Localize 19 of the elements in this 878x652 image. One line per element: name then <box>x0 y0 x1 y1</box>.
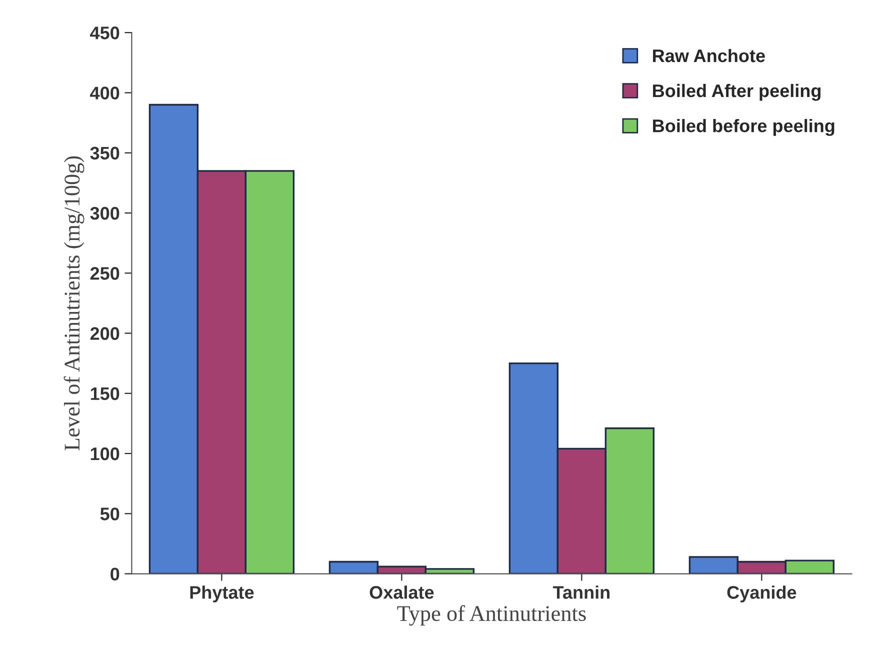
legend-label: Boiled After peeling <box>653 84 820 101</box>
y-tick-label: 450 <box>90 26 120 40</box>
y-tick-label: 50 <box>100 508 120 520</box>
y-tick-label: 250 <box>90 267 120 280</box>
y-tick-label: 150 <box>90 387 120 400</box>
x-tick-label: Tannin <box>552 586 610 599</box>
y-tick-label: 0 <box>110 568 120 580</box>
x-tick-label: Cyanide <box>727 586 796 602</box>
y-tick-label: 100 <box>90 447 120 460</box>
y-tick-label: 400 <box>90 86 120 100</box>
legend-label: Boiled before peeling <box>653 118 834 136</box>
y-axis-title: Level of Antinutrients (mg/100g) <box>64 156 84 450</box>
y-tick-label: 300 <box>90 206 120 220</box>
legend-label: Raw Anchote <box>653 48 765 62</box>
x-tick-label: Phytate <box>190 586 254 602</box>
x-tick-label: Oxalate <box>370 586 434 599</box>
x-axis-title: Type of Antinutrients <box>397 605 586 626</box>
y-tick-label: 350 <box>90 146 120 160</box>
y-tick-label: 200 <box>90 327 120 340</box>
